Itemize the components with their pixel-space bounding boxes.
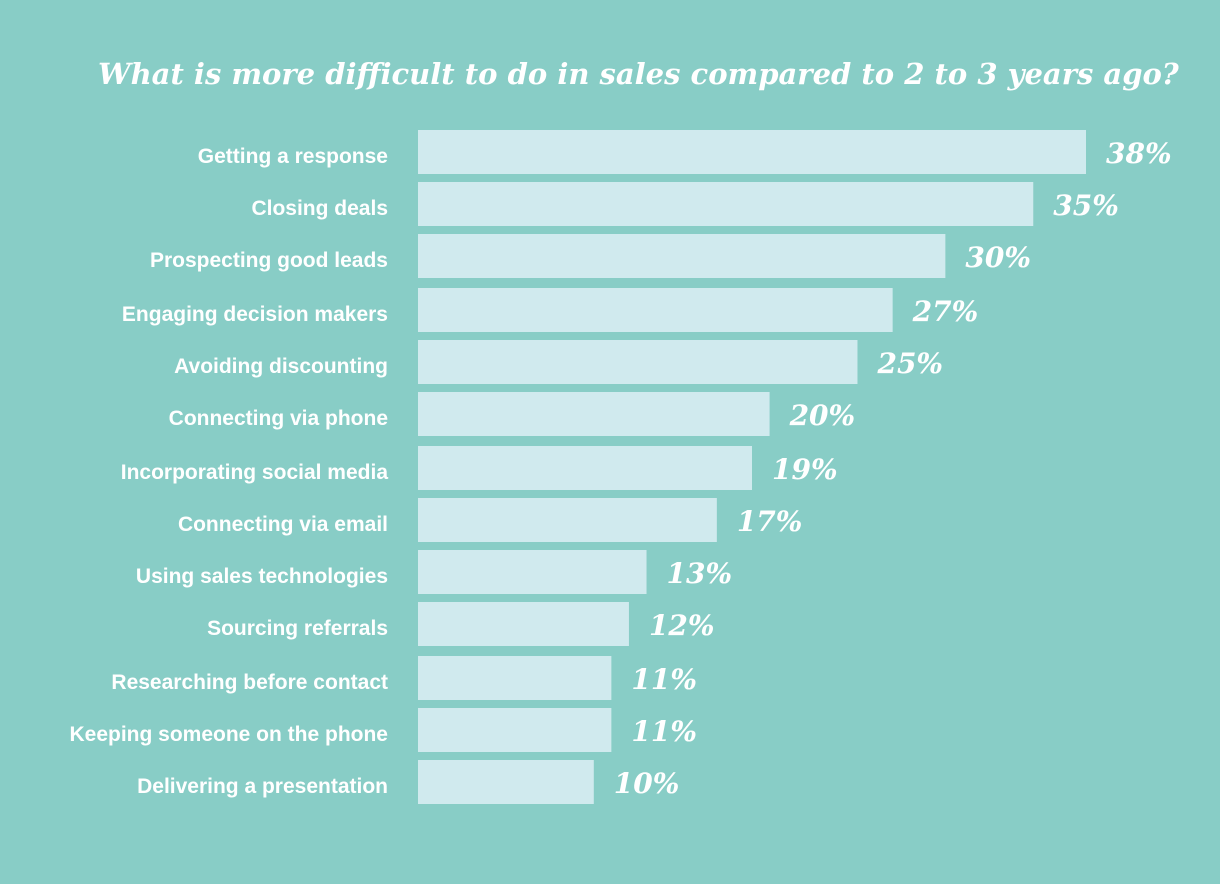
bar-6 xyxy=(418,392,770,436)
category-label-13: Delivering a presentation xyxy=(137,775,388,798)
category-label-9: Using sales technologies xyxy=(136,565,388,588)
value-label-13: 10% xyxy=(614,767,680,800)
bar-5 xyxy=(418,340,858,384)
value-label-5: 25% xyxy=(876,347,943,380)
chart-title: What is more difficult to do in sales co… xyxy=(98,57,1180,91)
category-label-6: Connecting via phone xyxy=(169,407,388,430)
category-label-12: Keeping someone on the phone xyxy=(69,723,388,746)
bar-10 xyxy=(418,602,629,646)
value-label-9: 13% xyxy=(667,557,733,590)
value-label-2: 35% xyxy=(1053,189,1119,222)
bar-3 xyxy=(418,234,946,278)
value-label-11: 11% xyxy=(631,663,697,696)
bar-13 xyxy=(418,760,594,804)
value-label-3: 30% xyxy=(965,241,1031,274)
category-label-3: Prospecting good leads xyxy=(150,249,388,272)
category-label-4: Engaging decision makers xyxy=(122,303,388,326)
value-label-1: 38% xyxy=(1106,137,1172,170)
bar-4 xyxy=(418,288,893,332)
category-label-7: Incorporating social media xyxy=(121,461,389,484)
value-label-7: 19% xyxy=(772,453,838,486)
category-label-1: Getting a response xyxy=(198,145,388,168)
bar-2 xyxy=(418,182,1034,226)
category-label-10: Sourcing referrals xyxy=(207,617,388,640)
category-label-2: Closing deals xyxy=(251,197,388,220)
value-label-12: 11% xyxy=(631,715,697,748)
bar-12 xyxy=(418,708,612,752)
category-label-11: Researching before contact xyxy=(111,671,388,694)
value-label-6: 20% xyxy=(789,399,856,432)
category-label-8: Connecting via email xyxy=(178,513,388,536)
value-label-10: 12% xyxy=(649,609,715,642)
bar-11 xyxy=(418,656,612,700)
bar-9 xyxy=(418,550,647,594)
value-label-4: 27% xyxy=(912,295,979,328)
bars-group: Getting a response 38% Closing deals 35% Pro… xyxy=(69,130,1172,804)
bar-8 xyxy=(418,498,717,542)
value-label-8: 17% xyxy=(737,505,803,538)
category-label-5: Avoiding discounting xyxy=(174,355,388,378)
bar-1 xyxy=(418,130,1086,174)
bar-7 xyxy=(418,446,752,490)
